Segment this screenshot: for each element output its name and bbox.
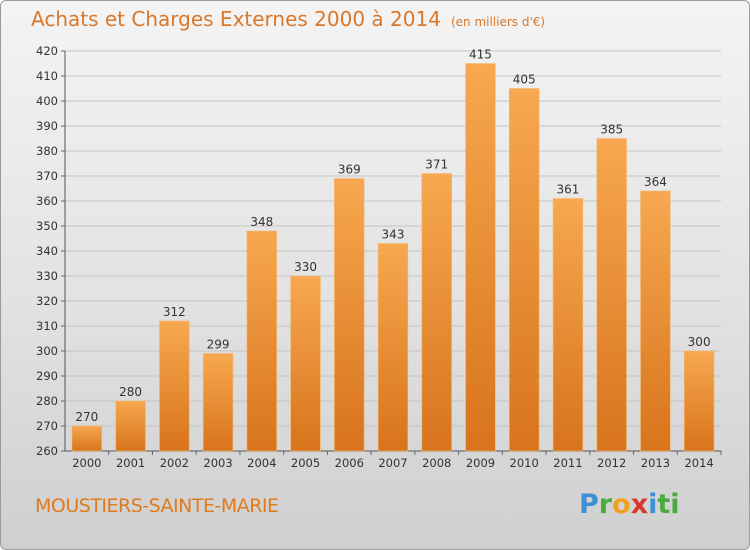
data-label: 361 [556,183,579,197]
data-label: 343 [382,228,405,242]
y-tick-label: 320 [36,294,58,308]
data-label: 371 [425,158,448,172]
data-label: 369 [338,163,361,177]
data-label: 348 [250,215,273,229]
logo-letter: ti [657,489,680,520]
logo-letter: o [612,489,631,520]
y-tick-label: 380 [36,144,58,158]
x-tick-label: 2010 [510,456,539,470]
data-labels: 270 280 312 299 348 330 369 343 371 415 405 361 385 3… [75,48,710,425]
data-label: 405 [513,73,536,87]
bar-2003 [202,353,234,452]
y-tick-label: 400 [36,94,58,108]
y-tick-label: 290 [36,369,58,383]
bar-2002 [159,320,190,452]
chart-title-text: Achats et Charges Externes 2000 à 2014 [31,7,441,31]
bar-2006 [334,178,365,452]
x-tick-label: 2006 [335,456,364,470]
data-label: 270 [75,410,98,424]
bar-2009 [465,63,496,452]
y-tick-label: 270 [36,419,58,433]
y-tick-label: 310 [36,319,58,333]
y-tick-label: 330 [36,269,58,283]
x-tick-label: 2003 [203,456,232,470]
bars [71,63,715,452]
proxiti-logo: Proxiti [579,489,680,520]
x-tick-label: 2012 [597,456,626,470]
data-label: 330 [294,260,317,274]
y-tick-label: 410 [36,69,58,83]
logo-letter: P [579,489,599,520]
place-name: MOUSTIERS-SAINTE-MARIE [35,495,279,517]
y-tick-label: 340 [36,244,58,258]
bar-2001 [115,400,146,452]
chart-unit-note: (en milliers d'€) [450,15,546,29]
x-tick-label: 2013 [641,456,670,470]
logo-letter: r [598,489,613,520]
y-tick-label: 300 [36,344,58,358]
data-label: 299 [207,338,230,352]
x-tick-label: 2009 [466,456,495,470]
x-tick-label: 2014 [684,456,713,470]
bar-2000 [71,425,103,452]
y-tick-label: 390 [36,119,58,133]
bar-2010 [509,88,540,452]
logo-letter: x [630,489,649,520]
data-label: 364 [644,175,667,189]
x-tick-label: 2004 [247,456,276,470]
bar-2013 [640,190,671,452]
data-label: 280 [119,385,142,399]
x-tick-label: 2000 [72,456,101,470]
x-tick-label: 2008 [422,456,451,470]
y-tick-label: 420 [36,44,58,58]
x-tick-label: 2002 [160,456,189,470]
data-label: 312 [163,305,186,319]
y-tick-label: 280 [36,394,58,408]
y-tick-labels: 260 270 280 290 300 310 320 330 340 350 360 370 380 3… [36,44,58,458]
logo-letter: i [648,489,658,520]
chart-title: Achats et Charges Externes 2000 à 2014 (e… [31,7,545,31]
x-tick-label: 2005 [291,456,320,470]
x-tick-label: 2007 [378,456,407,470]
y-tick-label: 350 [36,219,58,233]
x-tick-labels: 2000 2001 2002 2003 2004 2005 2006 2007 2008 2009… [72,451,722,470]
bar-2005 [290,275,321,452]
x-tick-label: 2011 [553,456,582,470]
data-label: 415 [469,48,492,62]
y-tick-label: 370 [36,169,58,183]
bar-2004 [246,230,277,452]
bar-2011 [552,198,584,452]
y-tick-label: 360 [36,194,58,208]
x-tick-label: 2001 [116,456,145,470]
data-label: 385 [600,123,623,137]
bar-2008 [421,173,452,452]
y-tick-label: 260 [36,444,58,458]
bar-2014 [683,350,715,452]
bar-2012 [596,138,627,452]
bar-2007 [377,243,409,452]
data-label: 300 [688,335,711,349]
